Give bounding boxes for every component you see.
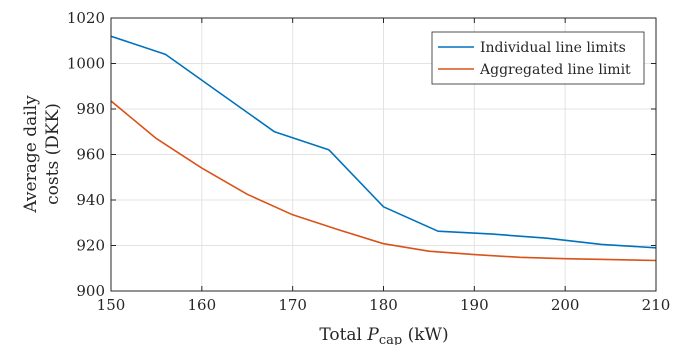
series-line-0 xyxy=(110,35,657,249)
x-tick-label: 210 xyxy=(642,296,671,314)
x-tick-label: 150 xyxy=(97,296,126,314)
axis-ticks xyxy=(110,17,657,292)
x-tick-label: 200 xyxy=(551,296,580,314)
y-axis-label: Average daily costs (DKK) xyxy=(21,95,63,214)
y-tick-label: 940 xyxy=(76,191,105,209)
legend-box xyxy=(431,31,645,85)
y-tick-label: 980 xyxy=(76,100,105,118)
y-tick-label: 920 xyxy=(76,237,105,255)
y-axis-label-line1: Average daily xyxy=(21,95,41,214)
legend: Individual line limits Aggregated line l… xyxy=(431,31,645,85)
y-tick-label: 900 xyxy=(76,282,105,300)
series-lines xyxy=(110,35,657,262)
y-tick-label: 1000 xyxy=(67,55,105,73)
x-tick-labels: 150 160 170 180 190 200 210 xyxy=(97,296,671,314)
x-tick-label: 170 xyxy=(278,296,307,314)
x-axis-label-sub: cap xyxy=(379,333,402,345)
x-tick-label: 160 xyxy=(188,296,217,314)
y-tick-labels: 900 920 940 960 980 1000 1020 xyxy=(67,9,105,300)
y-axis-label-line2: costs (DKK) xyxy=(43,103,63,205)
series-line-1 xyxy=(110,100,657,262)
x-tick-label: 190 xyxy=(460,296,489,314)
x-axis-label-prefix: Total xyxy=(319,325,367,345)
x-axis-label-suffix: (kW) xyxy=(402,325,448,345)
x-axis-label: Total Pcap (kW) xyxy=(319,325,448,345)
y-tick-label: 1020 xyxy=(67,9,105,27)
legend-label-aggregated: Aggregated line limit xyxy=(479,62,631,78)
legend-label-individual: Individual line limits xyxy=(480,40,626,56)
y-tick-label: 960 xyxy=(76,146,105,164)
x-axis-label-var: P xyxy=(366,325,379,345)
x-tick-label: 180 xyxy=(369,296,398,314)
